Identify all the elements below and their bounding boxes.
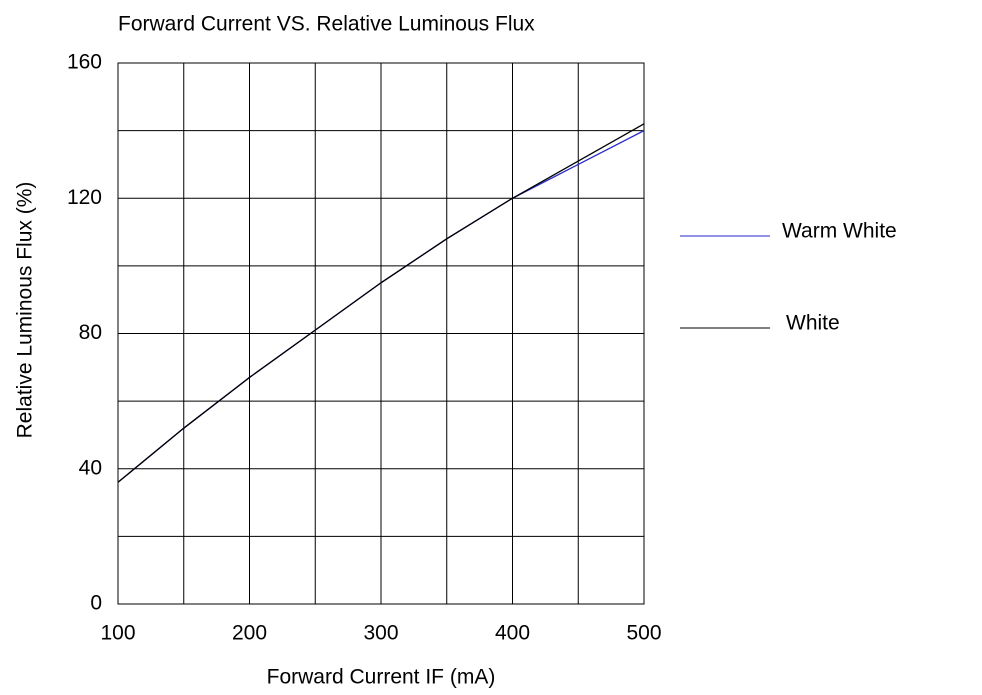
x-tick-label: 300 (363, 622, 398, 645)
y-tick-label: 160 (67, 51, 102, 74)
y-tick-label: 40 (79, 456, 102, 479)
x-tick-label: 500 (626, 622, 661, 645)
series-line (117, 123, 645, 483)
legend-label: Warm White (782, 220, 897, 243)
chart-title: Forward Current VS. Relative Luminous Fl… (118, 13, 535, 36)
y-tick-label: 0 (90, 592, 102, 615)
x-tick-label: 100 (100, 622, 135, 645)
x-axis-label: Forward Current IF (mA) (267, 666, 496, 689)
x-tick-label: 400 (495, 622, 530, 645)
y-axis-label: Relative Luminous Flux (%) (14, 182, 37, 439)
plot-frame (117, 62, 645, 605)
y-tick-label: 80 (79, 321, 102, 344)
y-tick-label: 120 (67, 186, 102, 209)
legend-label: White (786, 312, 840, 335)
x-tick-label: 200 (232, 622, 267, 645)
